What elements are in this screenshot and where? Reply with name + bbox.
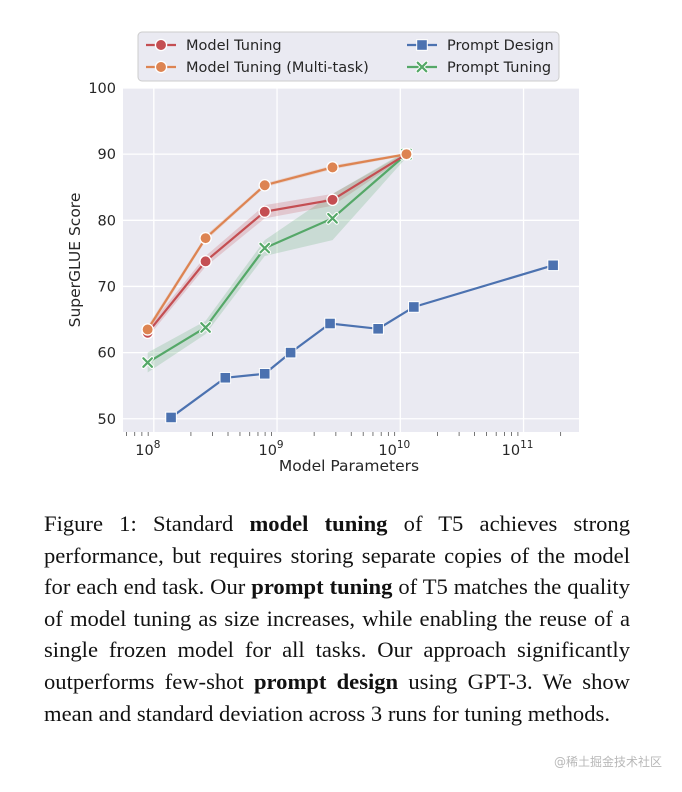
- legend-marker: [416, 39, 428, 51]
- figure-caption: Figure 1: Standard model tuning of T5 ac…: [44, 508, 630, 729]
- data-point: [284, 346, 297, 359]
- legend-marker: [154, 38, 168, 52]
- x-tick-label: 1010: [378, 439, 410, 459]
- legend-item: Model Tuning: [146, 38, 282, 54]
- legend-label: Prompt Design: [447, 38, 554, 54]
- data-point: [408, 301, 420, 313]
- chart-svg: 50 60 70 80 90 100 108 109 1010 1011 Model Paramet…: [66, 31, 579, 475]
- data-point: [141, 323, 154, 336]
- x-tick-label: 108: [135, 439, 160, 459]
- data-point: [326, 211, 339, 225]
- legend-item: Prompt Design: [407, 38, 554, 54]
- y-tick-label: 80: [98, 213, 116, 229]
- legend-label: Model Tuning (Multi-task): [186, 60, 369, 76]
- data-point: [199, 231, 212, 245]
- legend-item: Model Tuning (Multi-task): [146, 60, 369, 76]
- x-axis-label: Model Parameters: [279, 457, 419, 475]
- legend-marker: [154, 60, 168, 74]
- y-tick-label: 90: [98, 147, 116, 163]
- x-tick-label: 1011: [502, 439, 534, 459]
- caption-bold-prompt-tuning: prompt tuning: [251, 574, 393, 600]
- data-point: [547, 259, 559, 272]
- legend-marker: [415, 60, 429, 74]
- data-point: [372, 323, 384, 335]
- marker-x: [416, 61, 428, 73]
- x-tick-label: 109: [258, 439, 283, 459]
- y-tick-label: 70: [98, 279, 116, 295]
- data-point: [199, 321, 212, 334]
- data-point: [258, 241, 272, 255]
- series-line: [170, 264, 554, 419]
- data-point: [219, 371, 232, 384]
- y-tick-label: 100: [88, 81, 116, 97]
- legend: Model Tuning Model Tuning (Multi-task) Pro…: [137, 31, 560, 82]
- caption-bold-model-tuning: model tuning: [249, 511, 388, 536]
- caption-mid2: of T5 matches the quality of model tunin…: [44, 574, 630, 694]
- data-point: [258, 205, 271, 218]
- data-point: [258, 367, 271, 380]
- data-point: [258, 178, 271, 192]
- plot-area: [123, 88, 579, 432]
- series-band: [147, 152, 407, 338]
- marker-x: [142, 357, 154, 368]
- y-axis-label: SuperGLUE Score: [66, 193, 84, 328]
- marker-x: [259, 242, 271, 254]
- marker-x: [200, 322, 211, 333]
- legend-item: Prompt Tuning: [407, 60, 551, 76]
- data-point: [326, 193, 339, 207]
- legend-label: Prompt Tuning: [447, 60, 551, 76]
- marker-x: [327, 212, 338, 224]
- legend-box: [137, 31, 560, 82]
- legend-label: Model Tuning: [186, 38, 282, 54]
- data-point: [400, 147, 413, 161]
- figure-chart: 50 60 70 80 90 100 108 109 1010 1011 Model Paramet…: [66, 31, 579, 475]
- caption-suffix: using GPT-3. We show mean and standard d…: [44, 668, 630, 726]
- caption-mid1: of T5 achieves strong performance, but r…: [44, 511, 630, 600]
- caption-prefix: Figure 1: Standard: [44, 511, 250, 536]
- data-point: [324, 317, 336, 330]
- data-point: [199, 255, 212, 268]
- watermark: @稀土掘金技术社区: [553, 755, 662, 769]
- caption-bold-prompt-design: prompt design: [253, 668, 399, 694]
- data-point: [141, 356, 155, 369]
- y-tick-label: 50: [98, 412, 116, 428]
- data-point: [165, 411, 177, 424]
- y-tick-label: 60: [98, 346, 116, 362]
- data-point: [326, 161, 339, 174]
